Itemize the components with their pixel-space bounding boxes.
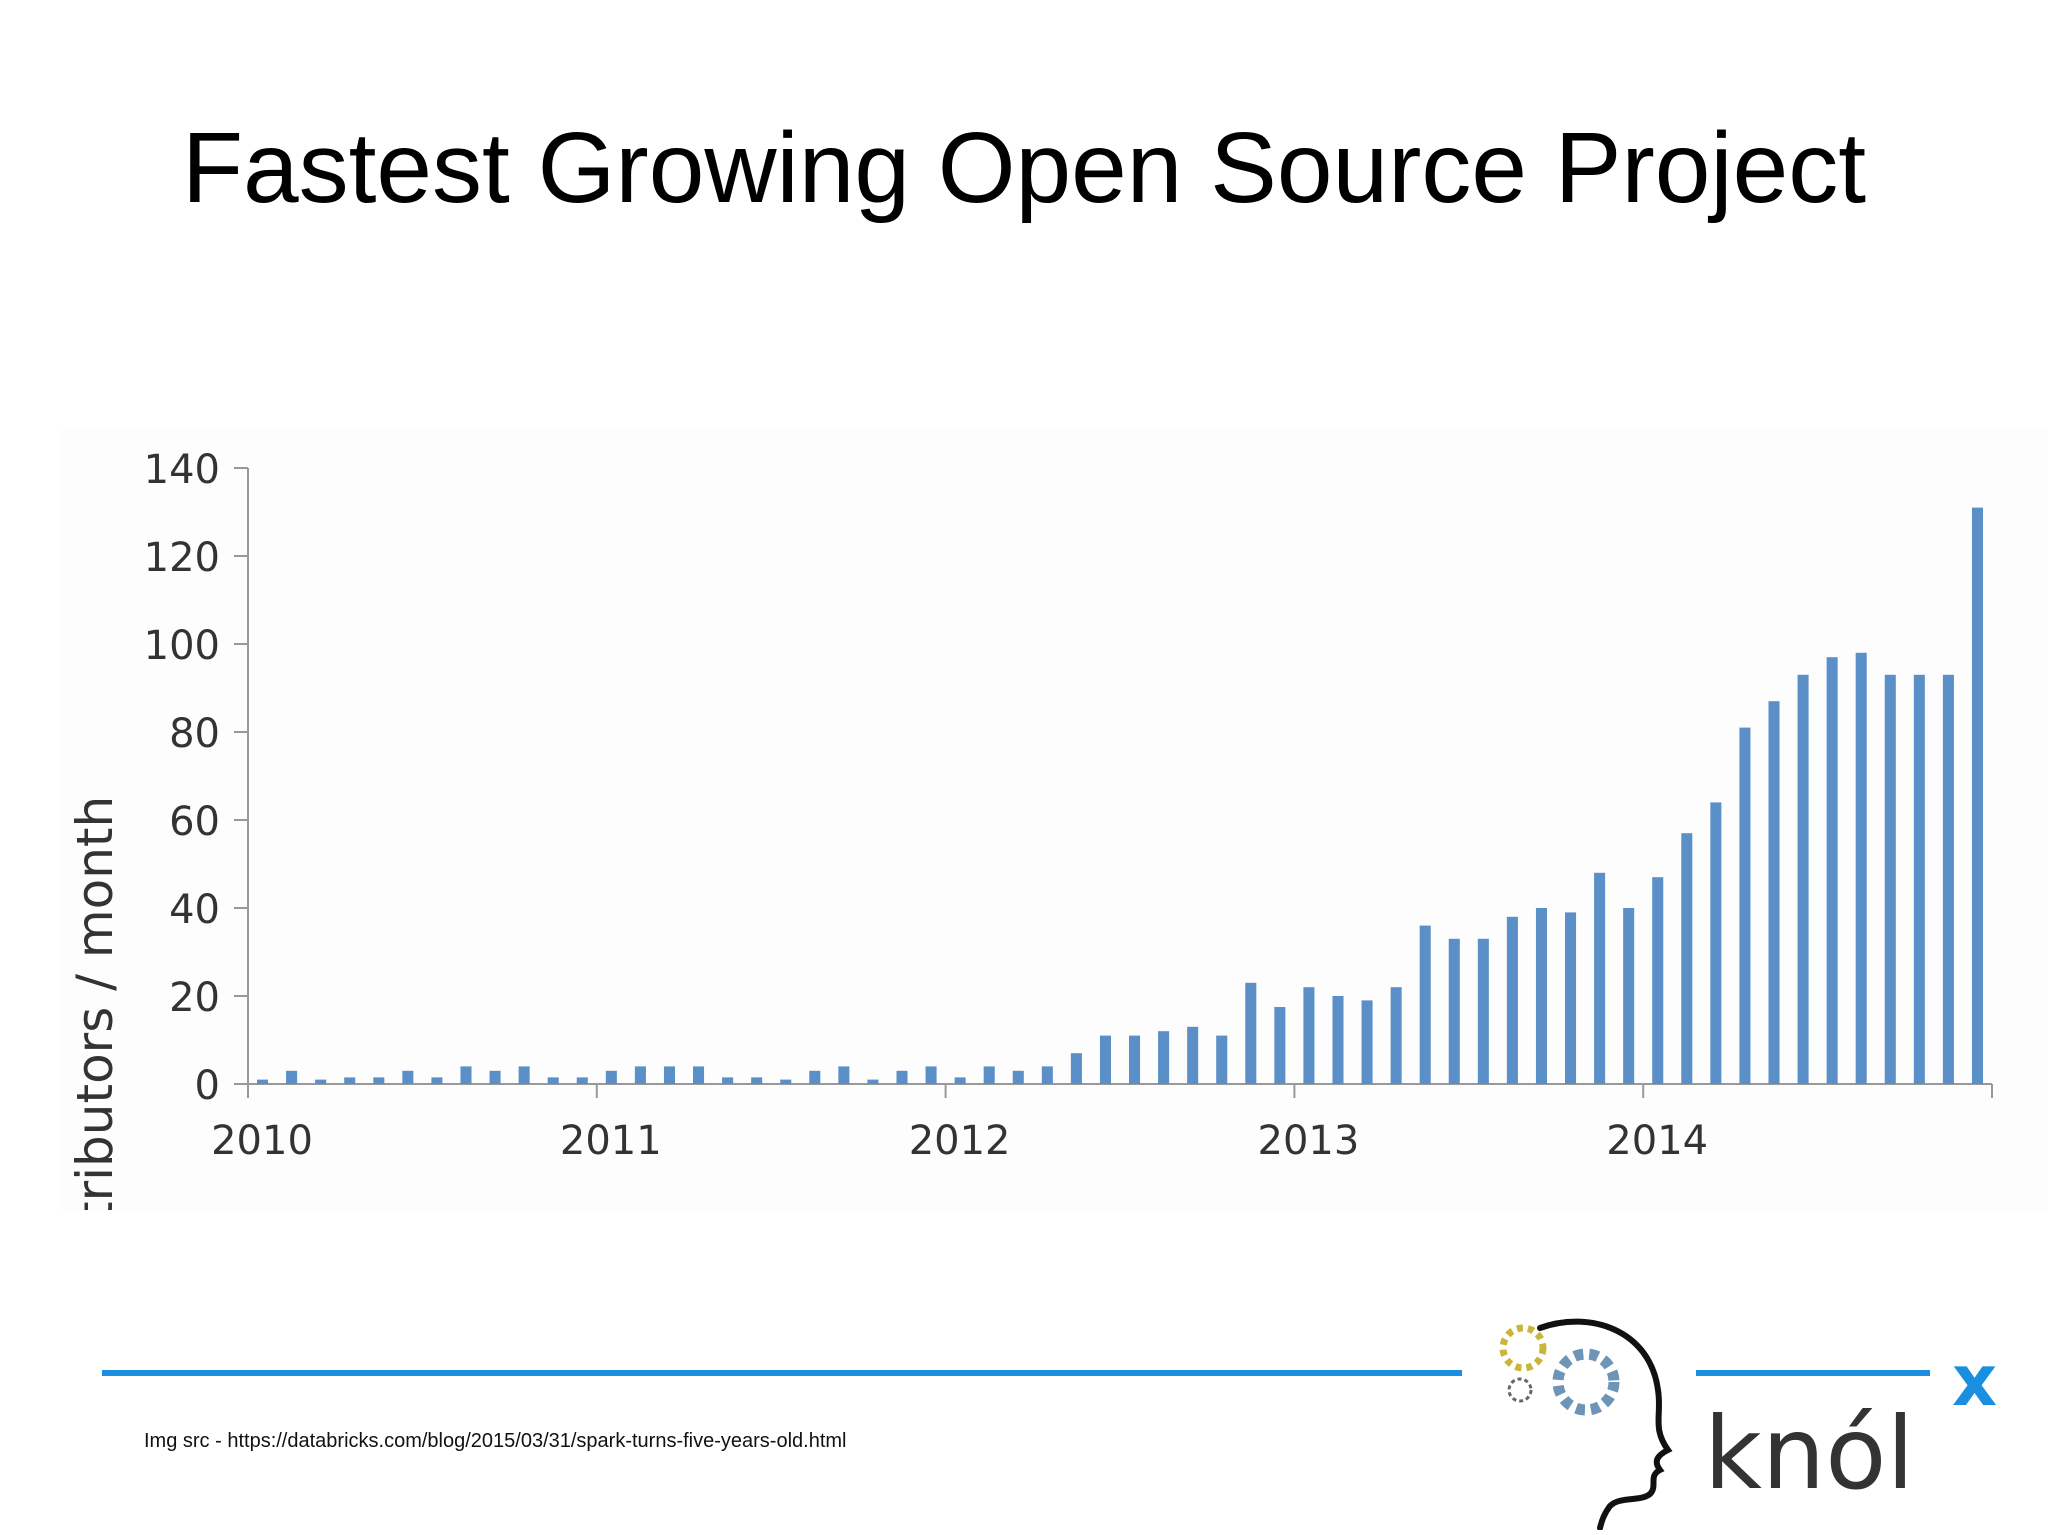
bar-2011-12 [925, 1066, 937, 1084]
bar-2011-04 [693, 1066, 705, 1084]
bar-2011-06 [751, 1077, 763, 1084]
y-tick-label: 0 [195, 1063, 220, 1109]
bar-2014-07 [1826, 657, 1838, 1084]
bar-2010-06 [402, 1070, 414, 1084]
bar-2014-09 [1884, 674, 1896, 1084]
x-tick-label: 2014 [1606, 1118, 1708, 1164]
bar-2013-08 [1506, 916, 1518, 1084]
y-axis-label-group: Contributors / month [66, 796, 124, 1210]
bar-2010-04 [344, 1077, 356, 1084]
bar-2010-03 [315, 1079, 327, 1084]
y-axis-label: Contributors / month [66, 796, 124, 1210]
bar-2012-06 [1099, 1035, 1111, 1084]
y-tick-label: 60 [169, 799, 220, 845]
bar-2013-03 [1361, 1000, 1373, 1084]
bar-2014-10 [1913, 674, 1925, 1084]
bar-2010-01 [257, 1079, 269, 1084]
bar-2012-04 [1041, 1066, 1053, 1084]
y-tick-labels: 0 20 40 60 80 100 120 140 [144, 447, 220, 1109]
bar-2013-07 [1477, 938, 1489, 1084]
bar-2013-12 [1623, 908, 1635, 1084]
head-silhouette-icon [1537, 1318, 1673, 1530]
bar-2014-03 [1710, 802, 1722, 1084]
bar-2013-01 [1303, 987, 1315, 1084]
chart-axes [234, 467, 1993, 1098]
x-tick-label: 2013 [1258, 1118, 1360, 1164]
gear-icon [1499, 1324, 1620, 1416]
bar-2011-03 [663, 1066, 675, 1084]
bar-2011-05 [722, 1077, 734, 1084]
y-tick-label: 100 [144, 623, 220, 669]
bar-2013-04 [1390, 987, 1402, 1084]
bar-2012-01 [954, 1077, 966, 1084]
logo-wordmark: knól [1704, 1395, 1914, 1512]
bar-2013-11 [1594, 872, 1606, 1084]
y-tick-label: 20 [169, 975, 220, 1021]
bar-2012-08 [1158, 1031, 1170, 1084]
bar-2012-05 [1070, 1053, 1082, 1084]
knolx-logo: knól x [1499, 1318, 1997, 1530]
bar-2014-05 [1768, 701, 1780, 1084]
slide-title: Fastest Growing Open Source Project [181, 112, 1867, 224]
footer-rule-left [102, 1370, 1462, 1376]
bar-2012-07 [1129, 1035, 1141, 1084]
logo-superscript: x [1952, 1340, 1997, 1422]
bar-2011-02 [634, 1066, 646, 1084]
bar-2010-05 [373, 1077, 385, 1084]
bar-2010-02 [286, 1070, 298, 1084]
bar-2013-10 [1565, 912, 1577, 1084]
y-tick-label: 80 [169, 711, 220, 757]
bar-2012-10 [1216, 1035, 1228, 1084]
bar-2013-06 [1448, 938, 1460, 1084]
bar-2010-12 [576, 1077, 588, 1084]
bar-2012-12 [1274, 1007, 1286, 1084]
image-source-credit: Img src - https://databricks.com/blog/20… [144, 1430, 847, 1452]
chart-bars [257, 507, 1983, 1085]
bar-2013-02 [1332, 996, 1344, 1084]
bar-2011-01 [605, 1070, 617, 1084]
x-tick-label: 2012 [909, 1118, 1011, 1164]
x-tick-labels: 2010 2011 2012 2013 2014 [211, 1118, 1708, 1164]
bar-2014-01 [1652, 877, 1664, 1084]
x-tick-label: 2011 [560, 1118, 662, 1164]
bar-2014-08 [1855, 652, 1867, 1084]
bar-2011-09 [838, 1066, 850, 1084]
bar-2011-10 [867, 1079, 879, 1084]
footer-rule-right [1696, 1370, 1930, 1376]
bar-2010-10 [518, 1066, 530, 1084]
bar-2014-04 [1739, 727, 1751, 1084]
bar-2012-03 [1012, 1070, 1024, 1084]
bar-2012-09 [1187, 1026, 1199, 1084]
x-tick-label: 2010 [211, 1118, 313, 1164]
bar-2010-08 [460, 1066, 472, 1084]
y-tick-label: 140 [144, 447, 220, 493]
bar-2011-11 [896, 1070, 908, 1084]
bar-2013-05 [1419, 925, 1431, 1084]
y-tick-label: 40 [169, 887, 220, 933]
y-tick-label: 120 [144, 535, 220, 581]
bar-2011-08 [809, 1070, 821, 1084]
bar-2014-02 [1681, 833, 1693, 1084]
bar-2010-09 [489, 1070, 501, 1084]
chart-area: Contributors / month 0 20 40 60 80 100 120 140 … [60, 430, 2048, 1210]
bar-chart: Contributors / month 020406080100120140 … [66, 447, 1993, 1210]
bar-2010-11 [547, 1077, 559, 1084]
bar-2014-12 [1971, 507, 1983, 1085]
bar-2012-11 [1245, 982, 1257, 1084]
bar-2013-09 [1535, 908, 1547, 1084]
bar-2012-02 [983, 1066, 995, 1084]
bar-2014-11 [1942, 674, 1954, 1084]
bar-2010-07 [431, 1077, 443, 1084]
bar-2014-06 [1797, 674, 1809, 1084]
bar-2011-07 [780, 1079, 792, 1084]
